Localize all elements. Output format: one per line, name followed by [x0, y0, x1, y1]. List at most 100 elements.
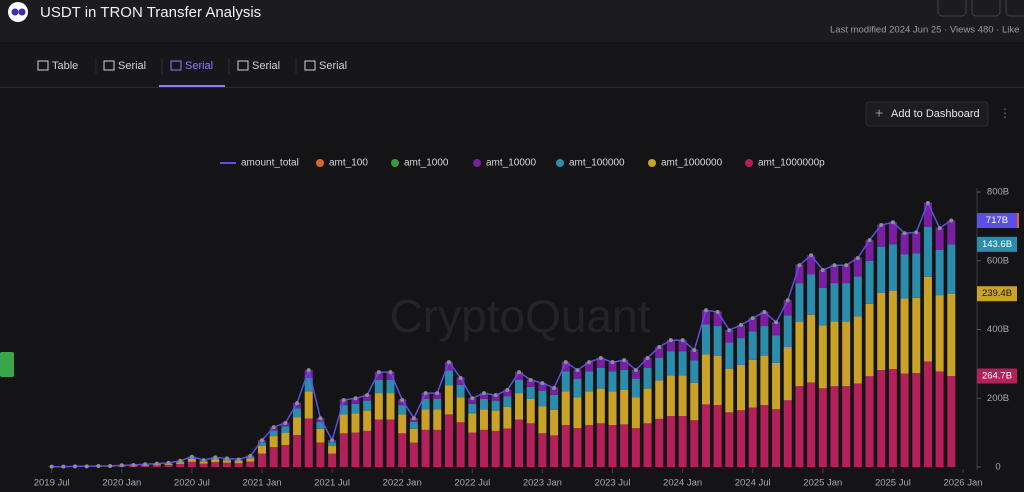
bar-segment [783, 300, 792, 316]
bar-segment [164, 464, 173, 467]
bar-segment [678, 375, 687, 417]
total-point [178, 458, 183, 463]
bar-segment [222, 462, 231, 467]
bar-segment [725, 342, 734, 369]
bar-segment [374, 419, 383, 467]
legend-label[interactable]: amt_1000 [404, 158, 449, 169]
bar-segment [526, 423, 535, 467]
bar-segment [655, 347, 664, 358]
bar-segment [713, 355, 722, 406]
bar-segment [631, 397, 640, 429]
tab-bar [0, 44, 1024, 88]
bar-segment [374, 379, 383, 394]
bar-segment [561, 391, 570, 426]
bar-segment [316, 428, 325, 443]
x-tick-label: 2019 Jul [34, 478, 70, 489]
bar-segment [421, 429, 430, 467]
bar-segment [853, 276, 862, 317]
bar-segment [725, 330, 734, 343]
bar-segment [608, 391, 617, 426]
bar-segment [830, 283, 839, 322]
bar-segment [479, 409, 488, 430]
add-dashboard-label[interactable]: Add to Dashboard [891, 108, 980, 120]
legend-label[interactable]: amount_total [241, 158, 299, 169]
total-point [528, 378, 533, 383]
menu-icon[interactable]: ⋮ [999, 106, 1011, 120]
total-point [330, 438, 335, 443]
bar-segment [585, 362, 594, 372]
total-point [365, 393, 370, 398]
value-label-box [977, 236, 1017, 252]
bar-segment [830, 264, 839, 284]
legend-swatch [391, 159, 399, 167]
watermark: CryptoQuant [390, 290, 651, 342]
legend-label[interactable]: amt_100000 [569, 158, 625, 169]
tab-label[interactable]: Serial [185, 60, 213, 72]
bar-segment [655, 380, 664, 419]
total-point [73, 464, 78, 469]
add-dashboard-button[interactable] [865, 101, 989, 127]
bar-segment [935, 228, 944, 250]
bar-segment [947, 244, 956, 294]
bar-segment [877, 370, 886, 467]
bar-segment [538, 433, 547, 467]
bar-segment [701, 310, 710, 325]
total-point [353, 396, 358, 401]
bar-segment [643, 368, 652, 389]
bar-segment [865, 303, 874, 377]
bar-segment [398, 414, 407, 434]
bar-segment [620, 424, 629, 467]
bar-segment [596, 388, 605, 424]
total-point [855, 256, 860, 260]
tab-label[interactable]: Serial [319, 60, 347, 72]
total-point [49, 464, 54, 469]
bar-segment [468, 398, 477, 404]
bar-segment [456, 397, 465, 423]
bar-segment [853, 383, 862, 467]
bar-segment [257, 453, 266, 467]
tab-label[interactable]: Table [52, 60, 78, 72]
bar-segment [655, 357, 664, 381]
bar-segment [257, 446, 266, 454]
bar-segment [304, 391, 313, 419]
bar-segment [935, 249, 944, 296]
bar-segment [328, 446, 337, 454]
bar-segment [690, 349, 699, 361]
bar-segment [269, 436, 278, 448]
bar-segment [491, 430, 500, 467]
total-point [271, 425, 276, 430]
like-button[interactable] [937, 0, 967, 17]
total-point [213, 455, 218, 460]
bar-segment [141, 465, 150, 467]
total-point [680, 338, 685, 343]
bar-segment [339, 433, 348, 467]
bar-segment [456, 377, 465, 385]
bar-segment [783, 347, 792, 401]
tab-label[interactable]: Serial [118, 60, 146, 72]
legend-label[interactable]: amt_100 [329, 158, 368, 169]
x-tick-label: 2020 Jan [102, 478, 141, 489]
bar-segment [608, 362, 617, 372]
bar-segment [421, 409, 430, 430]
legend-swatch [473, 159, 481, 167]
legend-label[interactable]: amt_10000 [486, 158, 536, 169]
x-tick-label: 2024 Jan [663, 478, 702, 489]
bar-segment [246, 458, 255, 462]
legend-label[interactable]: amt_1000000p [758, 158, 825, 169]
more-button[interactable] [1005, 0, 1024, 17]
bar-segment [328, 442, 337, 447]
legend-label[interactable]: amt_1000000 [661, 158, 723, 169]
bookmark-button[interactable] [971, 0, 1001, 17]
tab-icon [103, 60, 115, 71]
bar-segment [830, 386, 839, 467]
total-point [505, 388, 510, 392]
bar-segment [631, 378, 640, 398]
tab-label[interactable]: Serial [252, 60, 280, 72]
bar-segment [818, 325, 827, 389]
bar-segment [176, 463, 185, 467]
bar-segment [479, 398, 488, 410]
total-point [715, 309, 720, 314]
side-tab[interactable] [0, 352, 14, 377]
total-point [154, 461, 159, 466]
legend-swatch [745, 159, 753, 167]
